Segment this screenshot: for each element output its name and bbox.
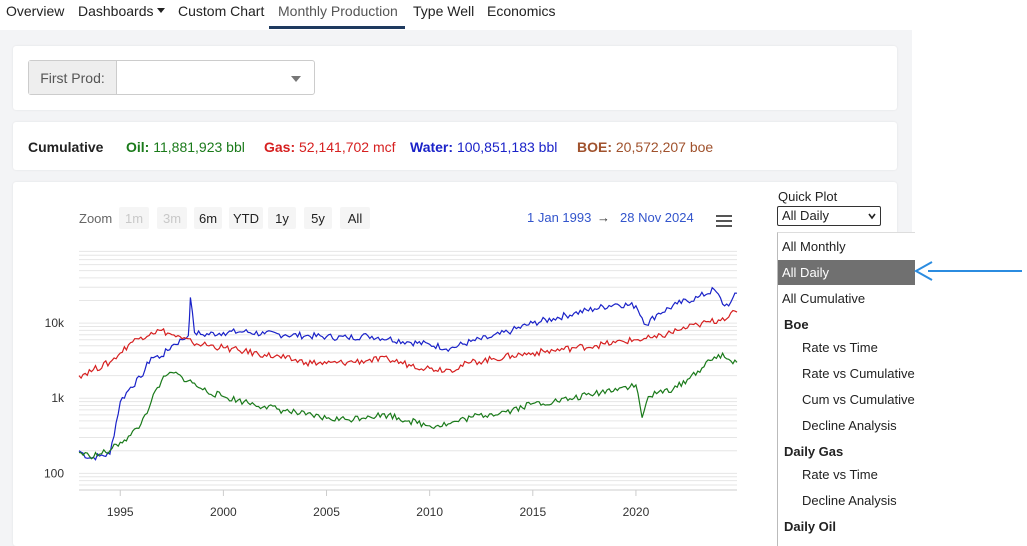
x-tick-label: 2020 — [623, 505, 650, 519]
series-line-0 — [78, 286, 738, 461]
svg-text:All: All — [348, 211, 363, 226]
series-line-1 — [78, 309, 738, 380]
nav-type-well[interactable]: Type Well — [413, 3, 475, 19]
quick-plot-option-rate-vs-cumulative[interactable]: Rate vs Cumulative — [802, 366, 915, 381]
svg-text:1m: 1m — [125, 211, 143, 226]
cumulative-gas: Gas: 52,141,702 mcf — [264, 139, 396, 155]
y-tick-label: 10k — [45, 316, 65, 330]
quick-plot-option-decline-analysis[interactable]: Decline Analysis — [802, 418, 897, 433]
zoom-button-all[interactable]: All — [340, 207, 370, 229]
range-to[interactable]: 28 Nov 2024 — [620, 210, 694, 225]
date-range: 1 Jan 1993 → 28 Nov 2024 — [527, 210, 694, 225]
y-tick-label: 1k — [51, 391, 65, 405]
quick-plot-option-all-monthly[interactable]: All Monthly — [782, 239, 846, 254]
quick-plot-selected-value: All Daily — [782, 208, 829, 223]
nav-dashboards-label: Dashboards — [78, 3, 154, 19]
zoom-button-ytd[interactable]: YTD — [229, 207, 263, 229]
quick-plot-option-decline-analysis[interactable]: Decline Analysis — [802, 493, 897, 508]
svg-text:5y: 5y — [311, 211, 325, 226]
quick-plot-dropdown: All Monthly All Daily All Cumulative Boe Rat… — [777, 232, 915, 546]
y-axis: 100 1k 10k — [44, 316, 65, 480]
x-tick-label: 2015 — [519, 505, 546, 519]
x-tick-label: 1995 — [107, 505, 134, 519]
x-tick-label: 2000 — [210, 505, 237, 519]
cumulative-water: Water: 100,851,183 bbl — [410, 139, 558, 155]
annotation-arrow-icon — [913, 261, 1022, 281]
first-prod-label: First Prod: — [29, 61, 117, 94]
active-tab-indicator — [269, 26, 405, 29]
zoom-button-3m: 3m — [157, 207, 187, 229]
quick-plot-option-daily-gas: Daily Gas — [784, 444, 844, 459]
production-chart: Zoom 1m 3m 6m YTD 1y 5y All 1 Jan 1993 → 28 No… — [43, 207, 738, 519]
chart-series — [78, 286, 738, 461]
svg-text:6m: 6m — [199, 211, 217, 226]
first-prod-select[interactable] — [117, 61, 314, 94]
chart-grid — [79, 250, 737, 491]
quick-plot-option-boe: Boe — [784, 317, 809, 332]
range-from[interactable]: 1 Jan 1993 — [527, 210, 591, 225]
svg-text:3m: 3m — [163, 211, 181, 226]
x-tick-label: 2005 — [313, 505, 340, 519]
nav-economics[interactable]: Economics — [487, 3, 556, 19]
zoom-button-1y[interactable]: 1y — [268, 207, 296, 229]
zoom-button-group: 1m 3m 6m YTD 1y 5y All — [119, 207, 370, 229]
chevron-down-icon — [868, 213, 876, 220]
zoom-label: Zoom — [79, 211, 112, 226]
quick-plot-option-all-daily[interactable]: All Daily — [778, 260, 915, 285]
cumulative-boe: BOE: 20,572,207 boe — [577, 139, 714, 155]
top-nav: Overview Dashboards Custom Chart Monthly… — [0, 0, 1027, 30]
quick-plot-label: Quick Plot — [778, 189, 838, 204]
zoom-button-5y[interactable]: 5y — [304, 207, 332, 229]
nav-overview[interactable]: Overview — [6, 3, 65, 19]
quick-plot-option-daily-oil: Daily Oil — [784, 519, 837, 534]
series-line-2 — [78, 351, 738, 460]
cumulative-card — [13, 122, 897, 170]
quick-plot-option-rate-vs-time[interactable]: Rate vs Time — [802, 340, 878, 355]
nav-custom-chart[interactable]: Custom Chart — [178, 3, 265, 19]
filter-card — [13, 46, 897, 110]
nav-dashboards[interactable]: Dashboards — [78, 3, 165, 19]
svg-text:YTD: YTD — [233, 211, 259, 226]
quick-plot-option-all-cumulative[interactable]: All Cumulative — [782, 291, 866, 306]
zoom-button-1m: 1m — [119, 207, 149, 229]
dropdown-caret-icon — [291, 76, 301, 82]
y-tick-label: 100 — [44, 466, 64, 480]
svg-text:1y: 1y — [275, 211, 289, 226]
x-tick-label: 2010 — [416, 505, 443, 519]
cumulative-title: Cumulative — [28, 139, 104, 155]
x-axis: 1995 2000 2005 2010 2015 2020 — [107, 490, 650, 519]
quick-plot-option-rate-vs-time[interactable]: Rate vs Time — [802, 467, 878, 482]
hamburger-icon[interactable] — [715, 213, 733, 229]
nav-monthly-production[interactable]: Monthly Production — [278, 3, 398, 19]
quick-plot-select[interactable]: All Daily — [777, 206, 881, 226]
cumulative-oil: Oil: 11,881,923 bbl — [126, 139, 245, 155]
first-prod-filter: First Prod: — [28, 60, 315, 95]
quick-plot-option-cum-vs-cumulative[interactable]: Cum vs Cumulative — [802, 392, 915, 407]
range-arrow-icon: → — [597, 210, 610, 225]
zoom-button-6m[interactable]: 6m — [194, 207, 222, 229]
chevron-down-icon — [156, 8, 165, 13]
